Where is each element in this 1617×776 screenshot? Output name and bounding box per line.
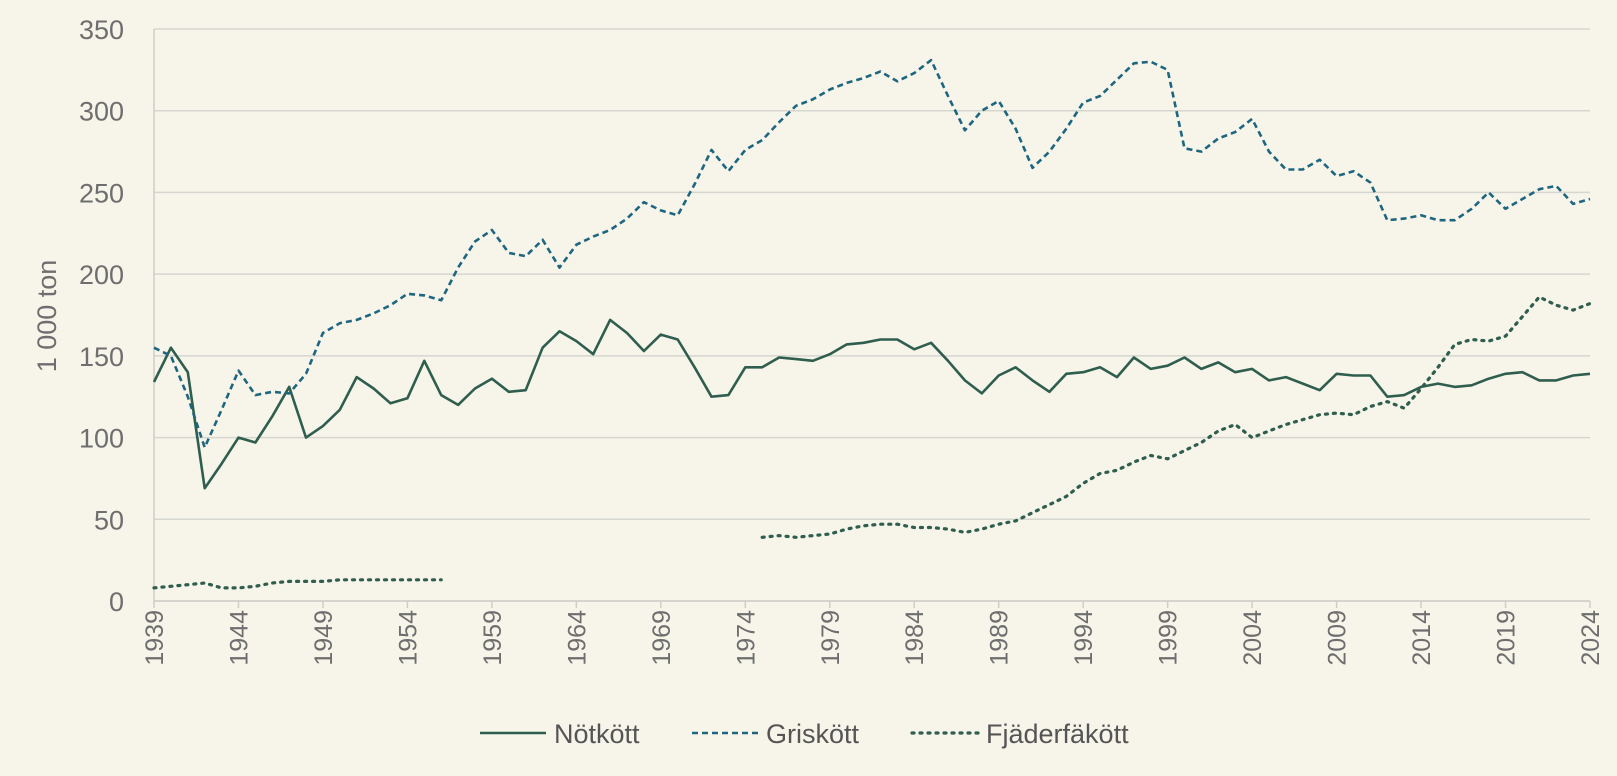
x-tick-label: 1959 [479, 610, 507, 666]
x-tick-label: 1949 [310, 610, 338, 666]
x-tick-label: 1964 [563, 610, 591, 666]
legend-label-1: Nötkött [554, 719, 640, 749]
legend-label-2: Griskött [766, 719, 860, 749]
x-tick-label: 1944 [225, 610, 253, 666]
y-tick-label: 0 [109, 587, 124, 617]
y-tick-label: 250 [79, 178, 124, 208]
x-tick-label: 2004 [1239, 610, 1267, 666]
x-tick-label: 2019 [1493, 610, 1521, 666]
x-tick-label: 1989 [986, 610, 1014, 666]
x-tick-label: 2024 [1577, 610, 1605, 666]
x-tick-label: 1939 [141, 610, 169, 666]
y-tick-label: 200 [79, 260, 124, 290]
y-tick-label: 150 [79, 342, 124, 372]
x-tick-label: 1974 [732, 610, 760, 666]
axes [153, 29, 1591, 608]
y-tick-label: 100 [79, 424, 124, 454]
x-tick-label: 1999 [1155, 610, 1183, 666]
x-tick-label: 2009 [1324, 610, 1352, 666]
y-tick-label: 50 [94, 505, 124, 535]
gridlines [154, 28, 1590, 602]
y-tick-label: 300 [79, 97, 124, 127]
y-tick-label: 350 [79, 15, 124, 45]
x-tick-labels: 1939 1944 1949 1954 1959 1964 1969 1974 1979 1984… [141, 610, 1605, 666]
legend: Nötkött Griskött Fjäderfäkött [480, 719, 1129, 749]
x-tick-label: 1954 [394, 610, 422, 666]
series-line-3 [152, 295, 1592, 590]
series-line-1 [152, 318, 1591, 490]
legend-label-3: Fjäderfäkött [986, 719, 1129, 749]
x-tick-label: 1969 [648, 610, 676, 666]
x-tick-label: 2014 [1408, 610, 1436, 666]
x-tick-label: 1984 [901, 610, 929, 666]
series-line-2 [153, 58, 1591, 449]
x-tick-label: 1979 [817, 610, 845, 666]
y-axis-title: 1 000 ton [32, 260, 62, 373]
y-tick-labels: 0 50 100 150 200 250 300 350 [79, 15, 124, 617]
series-lines [152, 58, 1592, 590]
x-tick-label: 1994 [1070, 610, 1098, 666]
